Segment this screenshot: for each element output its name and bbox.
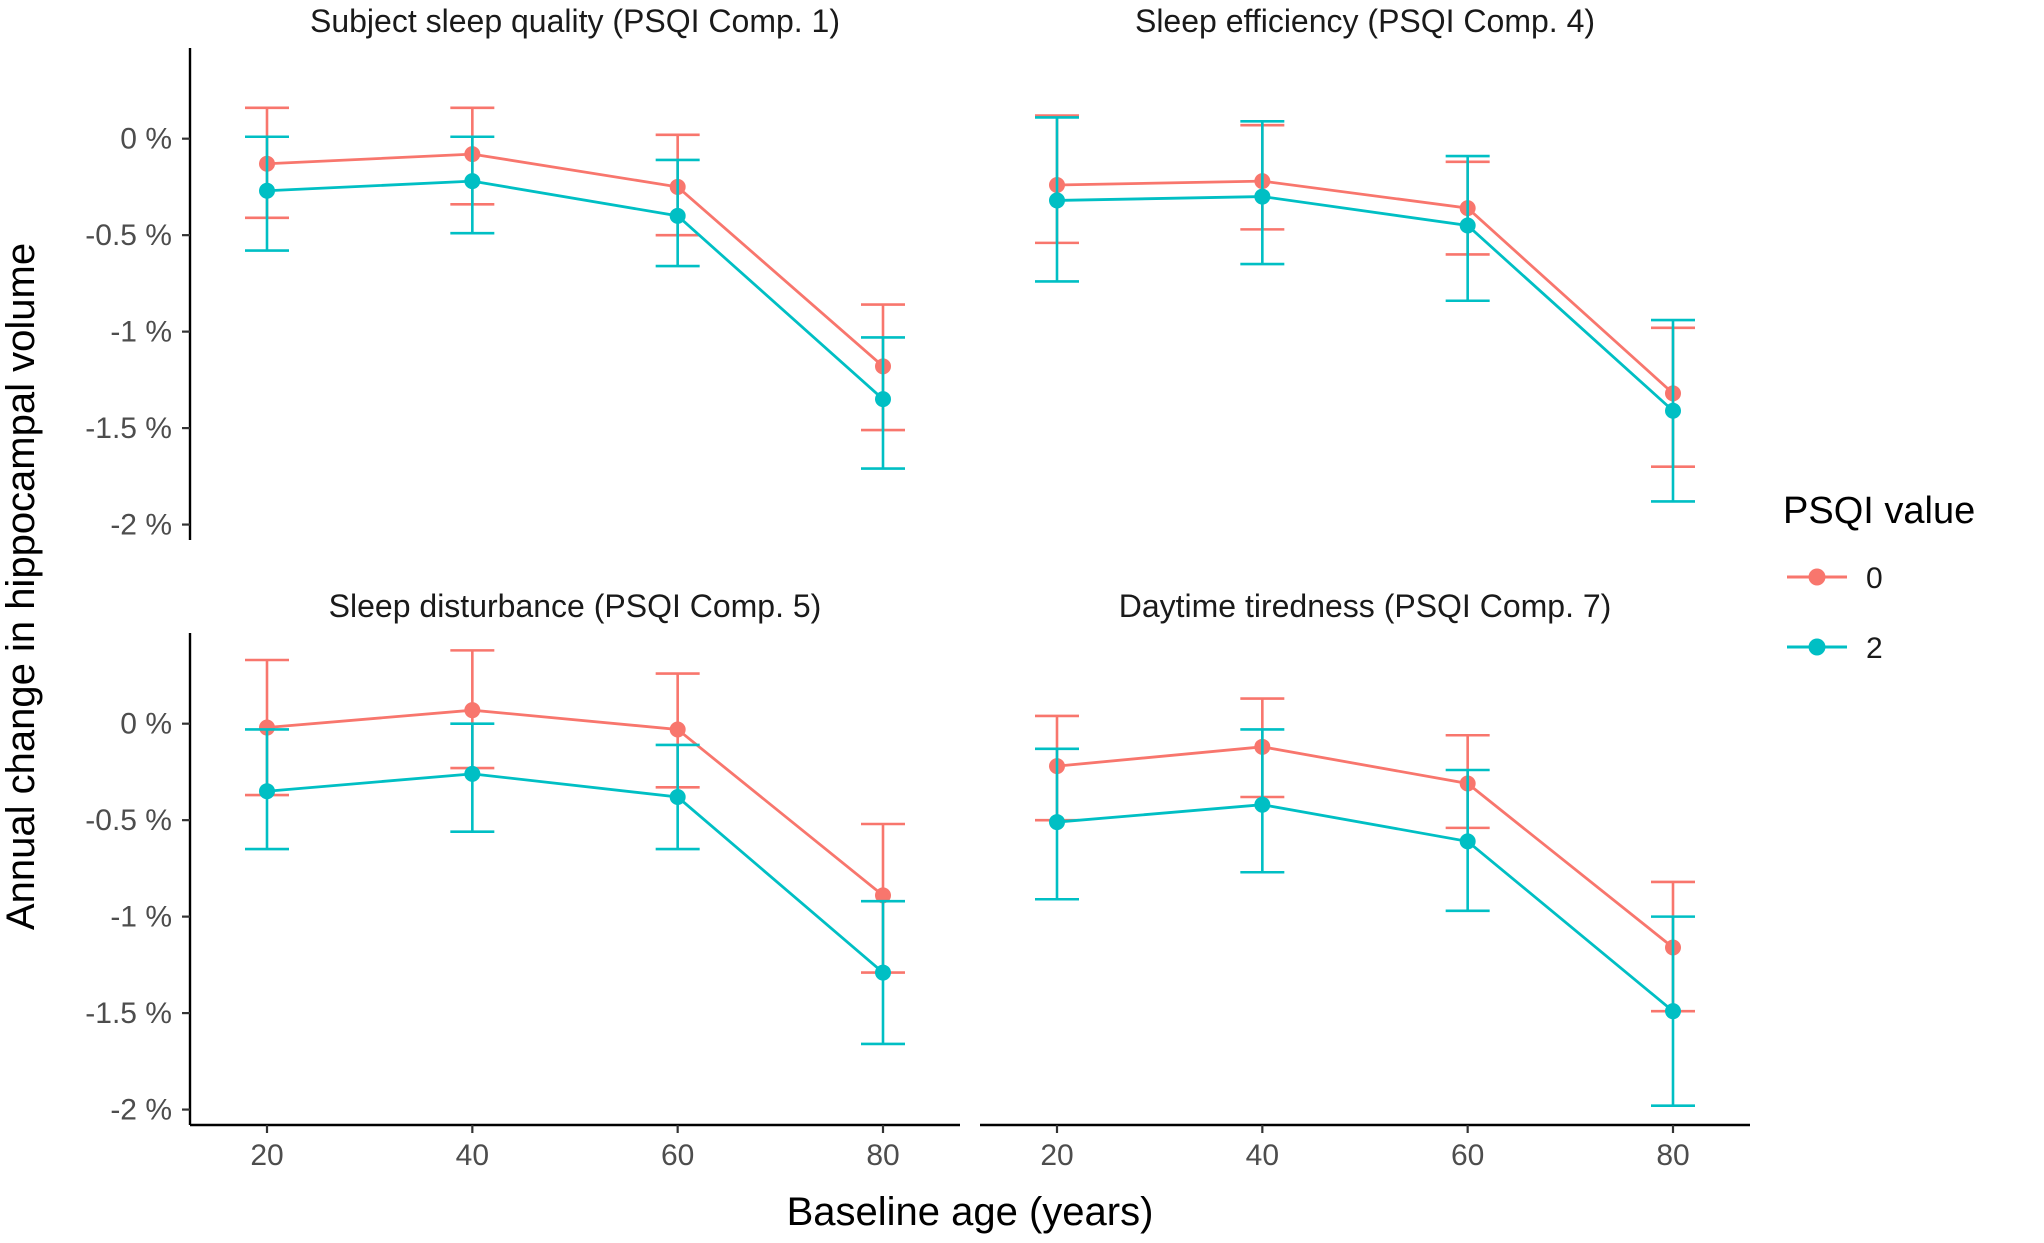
series-line [1056,195,1674,412]
y-tick-label: -1 % [110,316,172,349]
data-point [1254,796,1271,813]
panel-title: Daytime tiredness (PSQI Comp. 7) [1119,588,1612,624]
data-point [875,391,891,408]
data-point [1459,833,1476,850]
data-point [669,721,686,738]
data-point [669,207,686,224]
panel-title: Subject sleep quality (PSQI Comp. 1) [310,3,840,39]
series-0 [245,106,905,432]
data-point [1665,1003,1681,1020]
legend-key-point [1808,638,1826,656]
series-2 [1035,728,1695,1108]
panel-4: Daytime tiredness (PSQI Comp. 7) 20 40 60 80 [980,588,1750,1172]
y-tick-label: -1 % [110,901,172,934]
panel-title: Sleep disturbance (PSQI Comp. 5) [329,588,822,624]
data-point [669,789,686,805]
y-tick-label: -2 % [110,509,172,542]
series-line [266,152,884,368]
legend-label: 0 [1866,562,1883,595]
panel-3: Sleep disturbance (PSQI Comp. 5) 0 % -0.5 … [85,588,960,1172]
series-0 [1035,697,1695,1013]
y-tick-label: 0 % [120,123,172,156]
panel-1: Subject sleep quality (PSQI Comp. 1) 0 % -… [85,3,905,542]
data-point [464,765,481,782]
data-point [259,182,275,199]
series-line [1056,745,1674,949]
y-tick-label: -0.5 % [85,804,172,837]
panel-2: Sleep efficiency (PSQI Comp. 4) [1035,3,1695,503]
x-tick-label: 20 [250,1139,283,1172]
series-2 [245,135,905,470]
legend-key-point [1808,568,1826,586]
series-line [266,179,884,401]
data-point [1254,188,1271,205]
legend: PSQI value 0 2 [1783,490,1975,665]
data-point [875,964,891,981]
y-tick-label: -0.5 % [85,219,172,252]
series-line [266,708,884,897]
series-2 [1035,116,1695,503]
series-2 [245,722,905,1046]
series-line [266,772,884,974]
data-point [464,173,481,190]
data-point [875,887,891,904]
y-tick-label: -1.5 % [85,412,172,445]
data-point [1459,217,1476,234]
panel-title: Sleep efficiency (PSQI Comp. 4) [1135,3,1595,39]
data-point [464,702,481,719]
x-tick-label: 40 [1246,1139,1279,1172]
x-axis-title: Baseline age (years) [787,1190,1154,1234]
y-tick-label: -2 % [110,1094,172,1127]
x-tick-label: 40 [456,1139,489,1172]
y-axis-title: Annual change in hippocampal volume [0,243,43,930]
series-0 [1035,114,1695,468]
series-line [1056,179,1674,395]
x-tick-label: 80 [866,1139,899,1172]
legend-label: 2 [1866,632,1883,665]
x-tick-label: 20 [1040,1139,1073,1172]
x-tick-label: 60 [1451,1139,1484,1172]
data-point [1665,402,1681,419]
series-line [1056,803,1674,1013]
legend-title: PSQI value [1783,490,1975,532]
data-point [259,719,275,736]
panels: Subject sleep quality (PSQI Comp. 1) 0 % -… [85,3,1750,1172]
data-point [1049,192,1065,209]
y-tick-label: -1.5 % [85,997,172,1030]
x-tick-label: 60 [661,1139,694,1172]
series-0 [245,649,905,974]
x-tick-label: 80 [1656,1139,1689,1172]
data-point [1049,814,1065,831]
y-tick-label: 0 % [120,708,172,741]
data-point [259,783,275,800]
